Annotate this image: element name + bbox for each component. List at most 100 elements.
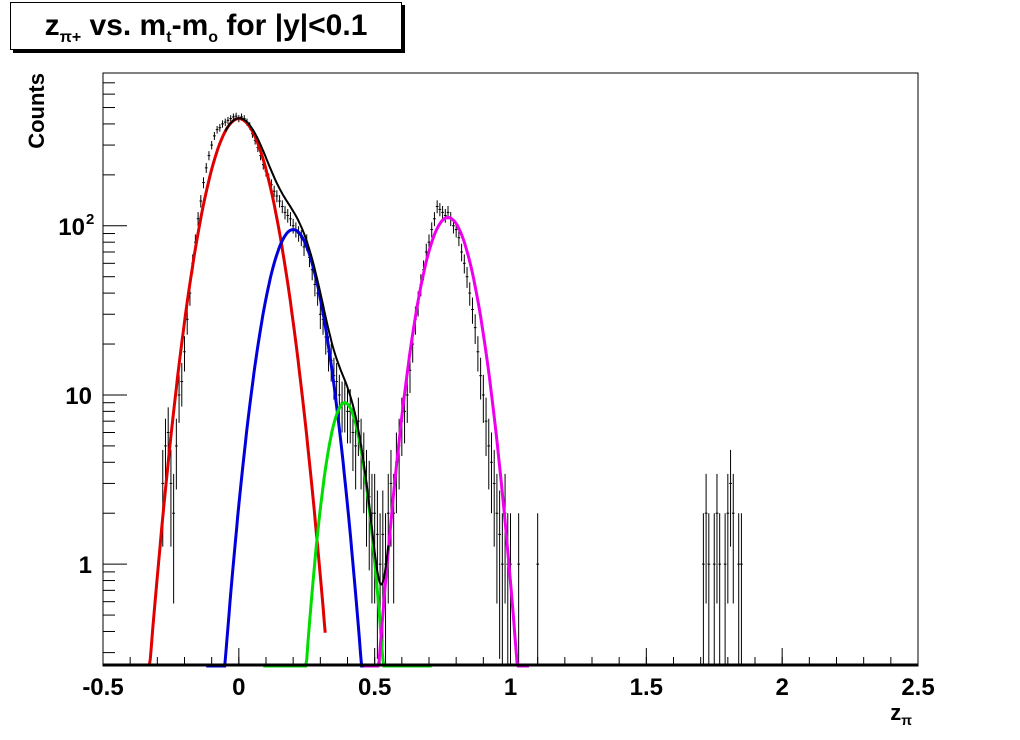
histogram-bin bbox=[218, 124, 222, 132]
histogram-bin bbox=[536, 513, 540, 666]
histogram-bin bbox=[199, 195, 203, 208]
histogram-bin bbox=[207, 151, 211, 161]
histogram-bin bbox=[498, 490, 501, 659]
histogram-bin bbox=[210, 140, 214, 150]
histogram-bin bbox=[702, 513, 705, 666]
histogram-bin bbox=[718, 513, 722, 666]
histogram-bin bbox=[443, 208, 447, 223]
second-fit-curve bbox=[206, 228, 366, 668]
histogram-bin bbox=[280, 200, 284, 214]
histogram-bin bbox=[278, 195, 281, 208]
histogram-bin bbox=[435, 200, 439, 214]
histogram-bin bbox=[221, 120, 224, 128]
histogram-bin bbox=[731, 473, 735, 604]
histogram-bin bbox=[481, 374, 485, 423]
histogram-bin bbox=[487, 418, 491, 490]
histogram-bin bbox=[457, 230, 461, 247]
histogram-bin bbox=[495, 473, 499, 604]
histogram-bin bbox=[476, 336, 480, 372]
histogram-bin bbox=[275, 190, 279, 203]
y-tick-label: 1 bbox=[79, 552, 92, 579]
fit-curves-layer bbox=[103, 117, 918, 668]
histogram-bin bbox=[430, 222, 434, 238]
histogram-bin bbox=[473, 314, 477, 345]
histogram-bin bbox=[343, 381, 347, 433]
x-axis-label: zπ bbox=[890, 700, 912, 728]
histogram-bin bbox=[438, 203, 442, 217]
histogram-bin bbox=[490, 432, 493, 514]
histogram-bin bbox=[704, 473, 708, 604]
histogram-bin bbox=[737, 513, 741, 666]
histogram-bin bbox=[460, 243, 463, 262]
histogram-bin bbox=[286, 208, 290, 223]
x-tick-label: 1.5 bbox=[630, 674, 663, 701]
histogram-bin bbox=[226, 116, 230, 125]
histogram-bin bbox=[169, 449, 173, 547]
title-part-b: -m bbox=[171, 9, 209, 42]
histogram-bin bbox=[283, 205, 287, 220]
histogram-bin bbox=[272, 185, 276, 198]
x-tick-label: 0.5 bbox=[358, 674, 391, 701]
histogram-bin bbox=[500, 513, 504, 666]
x-tick-label: -0.5 bbox=[82, 674, 123, 701]
histogram-bin bbox=[468, 282, 472, 306]
histogram-bin bbox=[213, 131, 216, 140]
proton-fit-curve bbox=[363, 216, 529, 668]
histogram-bin bbox=[215, 125, 219, 134]
y-axis-label: Counts bbox=[24, 73, 49, 149]
histogram-bin bbox=[740, 513, 743, 666]
histogram-bin bbox=[373, 473, 377, 604]
histogram-bin bbox=[462, 254, 466, 274]
histogram-bin bbox=[196, 212, 200, 227]
histogram-bin bbox=[223, 118, 227, 126]
histogram-bin bbox=[517, 513, 521, 666]
x-tick-label: 2.5 bbox=[901, 674, 934, 701]
title-sub-pi-plus: π+ bbox=[59, 29, 82, 46]
y-tick-label: 10 bbox=[58, 214, 85, 241]
histogram-bin bbox=[471, 297, 474, 324]
histogram-bin bbox=[172, 473, 175, 604]
histogram-bin bbox=[484, 397, 488, 457]
x-axis-label-main: z bbox=[890, 700, 901, 725]
histogram-bin bbox=[707, 513, 711, 666]
pion-fit-curve bbox=[147, 117, 327, 667]
x-tick-label: 0 bbox=[232, 674, 245, 701]
histogram-bin bbox=[174, 418, 178, 490]
histogram-bin bbox=[291, 218, 295, 234]
histogram-bin bbox=[712, 513, 716, 666]
histogram-bin bbox=[346, 389, 349, 444]
title-part-c: for |y|<0.1 bbox=[218, 9, 368, 42]
y-tick-exponent: 2 bbox=[86, 211, 94, 228]
histogram-bin bbox=[433, 212, 436, 227]
histogram-bin bbox=[729, 449, 732, 547]
histogram-bin bbox=[177, 374, 181, 423]
histogram-bin bbox=[354, 418, 358, 490]
histogram-bin bbox=[183, 336, 186, 372]
histogram-bin bbox=[441, 205, 444, 220]
histogram-bin bbox=[479, 357, 482, 400]
title-part-a: vs. m bbox=[81, 9, 167, 42]
histogram-layer bbox=[161, 112, 743, 666]
y-tick-label: 10 bbox=[65, 383, 92, 410]
histogram-bin bbox=[492, 449, 496, 547]
x-tick-label: 1 bbox=[504, 674, 517, 701]
x-tick-label: 2 bbox=[775, 674, 788, 701]
histogram-bin bbox=[180, 362, 184, 407]
title-sub-t: t bbox=[166, 29, 172, 46]
title-sub-o: o bbox=[208, 29, 219, 46]
histogram-bin bbox=[229, 115, 233, 123]
histogram-bin bbox=[202, 177, 205, 189]
histogram-bin bbox=[204, 163, 208, 173]
chart-title: zπ+ vs. mt-mo for |y|<0.1 bbox=[10, 2, 402, 50]
x-axis-label-sub: π bbox=[901, 712, 912, 728]
histogram-bin bbox=[715, 473, 719, 604]
histogram-bin bbox=[465, 266, 469, 288]
histogram-bin bbox=[726, 473, 730, 604]
histogram-bin bbox=[289, 212, 292, 227]
histogram-bin bbox=[337, 374, 341, 423]
histogram-bin bbox=[723, 513, 727, 666]
total-fit-curve bbox=[224, 117, 390, 586]
title-z: z bbox=[44, 9, 60, 42]
